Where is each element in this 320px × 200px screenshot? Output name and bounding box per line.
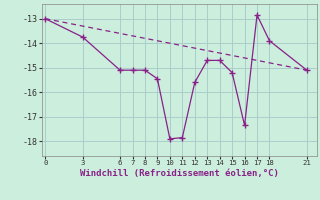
X-axis label: Windchill (Refroidissement éolien,°C): Windchill (Refroidissement éolien,°C)	[80, 169, 279, 178]
